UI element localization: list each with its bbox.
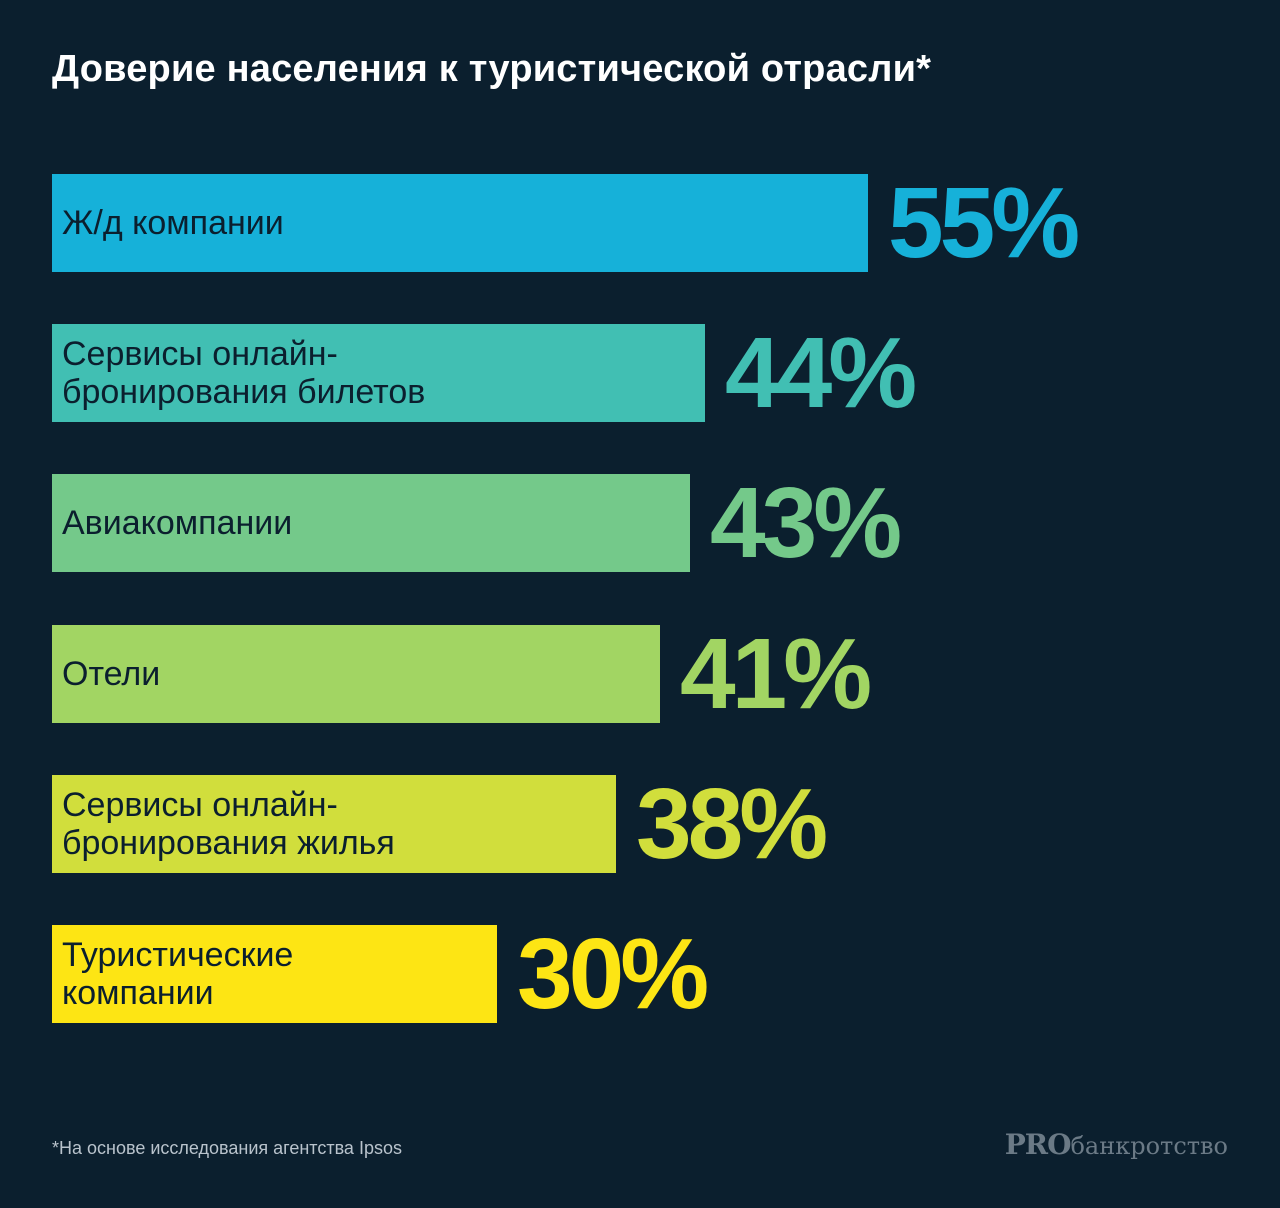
brand-strong: PRO [1004, 1128, 1072, 1161]
bar-3: Авиакомпании [52, 474, 690, 572]
bar-value-label: 55% [888, 167, 1080, 279]
bar-label: Сервисы онлайн- бронирования жилья [62, 785, 395, 862]
bar-value-label: 43% [710, 467, 902, 579]
brand-light: банкротство [1070, 1132, 1228, 1160]
bar-label: Ж/д компании [62, 203, 284, 242]
bar-value-label: 41% [680, 618, 872, 730]
bar-label: Сервисы онлайн- бронирования билетов [62, 334, 426, 411]
bar-4: Отели [52, 625, 660, 723]
bar-6: Туристические компании [52, 925, 497, 1023]
bar-2: Сервисы онлайн- бронирования билетов [52, 324, 705, 422]
footnote: *На основе исследования агентства Ipsos [52, 1138, 402, 1158]
brand-logo: PRO банкротство [1005, 1128, 1228, 1161]
bar-label: Авиакомпании [62, 503, 293, 542]
bar-label: Туристические компании [62, 935, 294, 1012]
bar-1: Ж/д компании [52, 174, 868, 272]
bar-value-label: 38% [636, 768, 828, 880]
bar-label: Отели [62, 654, 161, 693]
chart-title: Доверие населения к туристической отрасл… [52, 48, 932, 90]
bar-value-label: 30% [517, 918, 709, 1030]
bar-value-label: 44% [725, 317, 917, 429]
bar-5: Сервисы онлайн- бронирования жилья [52, 775, 616, 873]
